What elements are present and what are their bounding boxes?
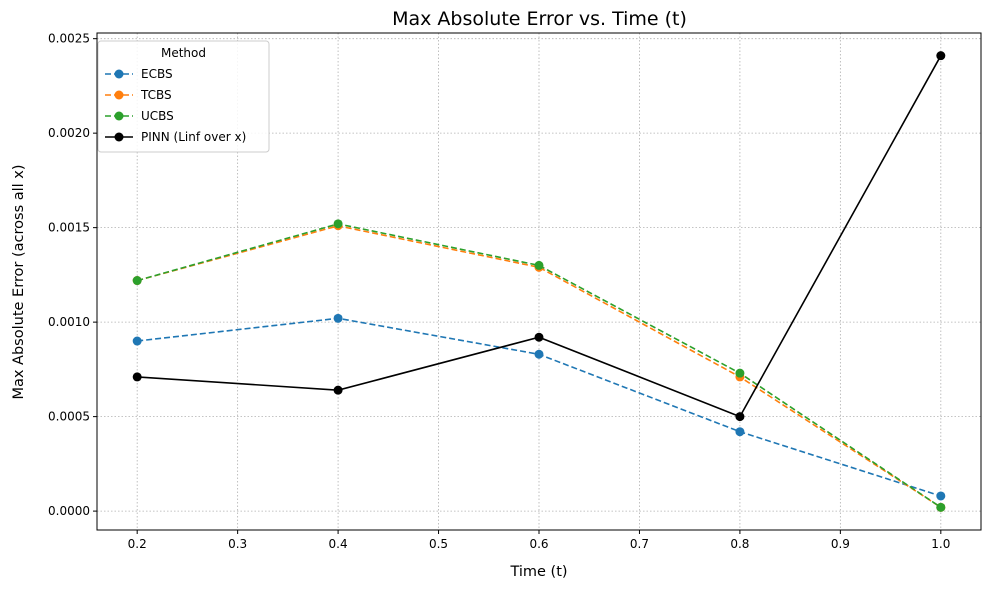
y-tick-label: 0.0025 — [48, 32, 90, 46]
data-point-pinn-linf-over-x — [333, 385, 343, 395]
x-tick-label: 0.8 — [730, 537, 749, 551]
y-tick-label: 0.0015 — [48, 221, 90, 235]
legend: Method ECBS TCBS UCBS PINN (Linf over x) — [97, 40, 270, 153]
legend-label-tcbs: TCBS — [140, 88, 172, 102]
x-tick-label: 0.4 — [329, 537, 348, 551]
legend-item-ecbs: ECBS — [105, 67, 173, 81]
ticks: 0.2 0.3 0.4 0.5 0.6 0.7 0.8 0.9 1.0 0.0000 0.0005 0… — [48, 32, 950, 551]
data-point-pinn-linf-over-x — [132, 372, 142, 382]
chart-title: Max Absolute Error vs. Time (t) — [392, 8, 687, 30]
data-point-pinn-linf-over-x — [936, 51, 946, 61]
data-point-ecbs — [132, 336, 142, 346]
series-line-tcbs — [136, 224, 942, 508]
data-point-ucbs — [735, 368, 745, 378]
data-point-ucbs — [333, 219, 343, 229]
legend-item-tcbs: TCBS — [105, 88, 172, 102]
y-tick-label: 0.0020 — [48, 126, 90, 140]
series-ecbs — [132, 313, 946, 501]
x-tick-label: 1.0 — [931, 537, 950, 551]
data-point-ecbs — [534, 349, 544, 359]
legend-marker-tcbs — [114, 90, 124, 100]
series-line-ucbs — [136, 223, 942, 508]
data-point-pinn-linf-over-x — [534, 332, 544, 342]
series-layer — [132, 51, 946, 512]
x-tick-label: 0.5 — [429, 537, 448, 551]
legend-marker-ucbs — [114, 111, 124, 121]
y-axis-label: Max Absolute Error (across all x) — [11, 164, 27, 399]
legend-title: Method — [161, 46, 206, 60]
series-pinn-linf-over-x — [132, 51, 946, 422]
x-tick-label: 0.6 — [529, 537, 548, 551]
data-point-ecbs — [936, 491, 946, 501]
y-tick-label: 0.0010 — [48, 315, 90, 329]
y-tick-label: 0.0005 — [48, 410, 90, 424]
data-point-pinn-linf-over-x — [735, 412, 745, 422]
legend-frame — [97, 40, 270, 153]
legend-marker-pinn-linf-over-x — [114, 132, 124, 142]
legend-item-ucbs: UCBS — [105, 109, 174, 123]
x-tick-label: 0.7 — [630, 537, 649, 551]
legend-label-pinn-linf-over-x: PINN (Linf over x) — [141, 130, 246, 144]
data-point-ecbs — [735, 427, 745, 437]
series-ucbs — [132, 219, 946, 512]
x-tick-label: 0.2 — [128, 537, 147, 551]
legend-label-ucbs: UCBS — [141, 109, 174, 123]
legend-item-pinn-linf-over-x: PINN (Linf over x) — [105, 130, 246, 144]
x-tick-label: 0.9 — [831, 537, 850, 551]
legend-label-ecbs: ECBS — [141, 67, 173, 81]
legend-marker-ecbs — [114, 69, 124, 79]
y-tick-label: 0.0000 — [48, 504, 90, 518]
data-point-ucbs — [534, 260, 544, 270]
data-point-ecbs — [333, 313, 343, 323]
data-point-ucbs — [936, 502, 946, 512]
data-point-ucbs — [132, 276, 142, 286]
x-tick-label: 0.3 — [228, 537, 247, 551]
x-axis-label: Time (t) — [509, 564, 567, 580]
